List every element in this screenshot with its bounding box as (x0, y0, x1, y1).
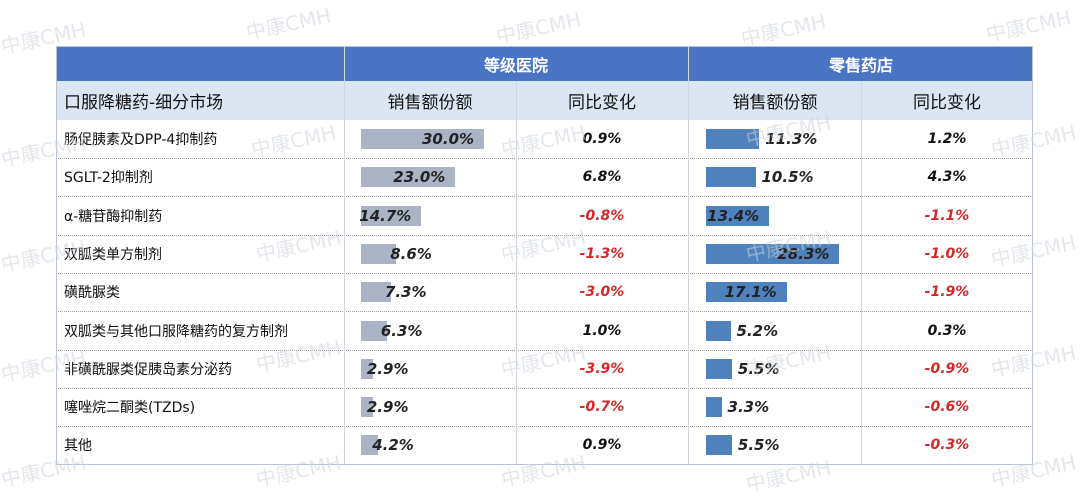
watermark-text: 中康CMH (738, 9, 829, 51)
retail-change-value: -0.9% (924, 360, 970, 377)
hospital-share-label: 7.3% (384, 283, 427, 302)
retail-change-value: 1.2% (927, 131, 967, 147)
category-label: 双胍类与其他口服降糖药的复方制剂 (64, 323, 288, 340)
retail-share-bar (706, 243, 840, 264)
column-divider (516, 81, 517, 465)
retail-share-bar (706, 205, 770, 226)
retail-share-label: 5.5% (737, 359, 780, 378)
hospital-share-bar (361, 243, 397, 264)
hospital-share-bar (361, 205, 422, 226)
hospital-change-value: 0.9% (582, 437, 622, 454)
column-header-row: 口服降糖药-细分市场 销售额份额 同比变化 销售额份额 同比变化 (56, 81, 1033, 120)
watermark-text: 中康CMH (243, 3, 334, 45)
retail-change-value: -1.1% (924, 207, 970, 224)
hospital-change-value: -3.9% (579, 360, 625, 377)
hospital-change-value: -0.7% (579, 399, 625, 416)
header-blank-cell (56, 46, 344, 81)
retail-share-label: 5.5% (737, 436, 780, 455)
retail-share-header: 销售额份额 (732, 93, 818, 113)
retail-change-header: 同比变化 (913, 93, 981, 113)
hospital-share-label: 8.6% (390, 244, 432, 263)
market-share-table: 等级医院 零售药店 口服降糖药-细分市场 销售额份额 同比变化 销售额份额 同比… (56, 46, 1033, 466)
table-row: α-糖苷酶抑制药 14.7% -0.8% 13.4% -1.1% (56, 197, 1033, 236)
retail-share-label: 3.3% (727, 398, 770, 417)
hospital-share-bar (361, 167, 456, 188)
table-row: 其他 4.2% 0.9% 5.5% -0.3% (56, 426, 1033, 466)
hospital-share-bar (361, 358, 373, 379)
hospital-change-header: 同比变化 (568, 93, 636, 113)
watermark-text: 中康CMH (493, 7, 584, 49)
retail-share-bar (706, 282, 787, 303)
table-row: 肠促胰素及DPP-4抑制药 30.0% 0.9% 11.3% 1.2% (56, 120, 1033, 159)
hospital-share-bar (361, 282, 391, 303)
hospital-share-label: 2.9% (366, 398, 409, 417)
category-label: 双胍类单方制剂 (64, 246, 162, 263)
retail-change-value: -1.0% (924, 245, 970, 262)
column-divider (861, 81, 862, 465)
category-label: 磺酰脲类 (64, 285, 120, 302)
table-row: 双胍类单方制剂 8.6% -1.3% 28.3% -1.0% (56, 235, 1033, 274)
hospital-change-value: 1.0% (582, 322, 622, 339)
hospital-share-label: 14.7% (359, 206, 412, 225)
retail-share-bar (706, 320, 731, 341)
category-label: 其他 (64, 438, 92, 455)
table-row: 噻唑烷二酮类(TZDs) 2.9% -0.7% 3.3% -0.6% (56, 388, 1033, 428)
hospital-share-bar (361, 397, 373, 418)
retail-change-value: -1.9% (924, 284, 970, 301)
retail-change-value: 0.3% (927, 322, 967, 339)
retail-share-label: 28.3% (777, 244, 830, 263)
hospital-share-bar (361, 129, 484, 149)
retail-share-label: 13.4% (707, 206, 760, 225)
group-header-retail: 零售药店 (689, 46, 1033, 81)
hospital-change-value: -3.0% (579, 284, 625, 301)
retail-share-bar (706, 129, 760, 149)
category-label: 非磺酰脲类促胰岛素分泌药 (64, 361, 232, 378)
retail-share-bar (706, 397, 722, 418)
hospital-share-label: 2.9% (366, 359, 409, 378)
table-row: 非磺酰脲类促胰岛素分泌药 2.9% -3.9% 5.5% -0.9% (56, 350, 1033, 389)
retail-change-value: 4.3% (927, 169, 967, 186)
hospital-share-bar (361, 435, 379, 456)
retail-change-value: -0.6% (924, 399, 970, 416)
column-divider (688, 46, 689, 465)
retail-change-value: -0.3% (924, 437, 970, 454)
retail-share-label: 5.2% (736, 321, 779, 340)
category-label: SGLT-2抑制剂 (64, 170, 153, 187)
hospital-change-value: 6.8% (582, 169, 622, 186)
category-label: 肠促胰素及DPP-4抑制药 (64, 132, 218, 148)
hospital-change-value: -0.8% (579, 207, 625, 224)
hospital-share-bar (361, 320, 387, 341)
watermark-text: 中康CMH (983, 5, 1074, 47)
column-divider (344, 46, 345, 465)
group-header-hospital: 等级医院 (344, 46, 688, 81)
hospital-share-label: 6.3% (380, 321, 423, 340)
category-label: 噻唑烷二酮类(TZDs) (64, 400, 196, 417)
table-row: 双胍类与其他口服降糖药的复方制剂 6.3% 1.0% 5.2% 0.3% (56, 312, 1033, 351)
table-row: SGLT-2抑制剂 23.0% 6.8% 10.5% 4.3% (56, 158, 1033, 198)
table-row: 磺酰脲类 7.3% -3.0% 17.1% -1.9% (56, 273, 1033, 313)
retail-share-bar (706, 167, 756, 188)
hospital-change-value: -1.3% (579, 245, 625, 262)
hospital-share-label: 4.2% (372, 436, 414, 455)
hospital-share-label: 30.0% (422, 130, 475, 148)
retail-share-bar (706, 358, 732, 379)
hospital-change-value: 0.9% (582, 131, 622, 147)
hospital-share-header: 销售额份额 (387, 93, 473, 113)
retail-share-bar (706, 435, 732, 456)
retail-share-label: 17.1% (724, 283, 777, 302)
category-column-header: 口服降糖药-细分市场 (64, 93, 224, 113)
retail-share-label: 11.3% (765, 130, 818, 148)
hospital-share-label: 23.0% (393, 168, 446, 187)
category-label: α-糖苷酶抑制药 (64, 208, 163, 225)
retail-share-label: 10.5% (761, 168, 814, 187)
